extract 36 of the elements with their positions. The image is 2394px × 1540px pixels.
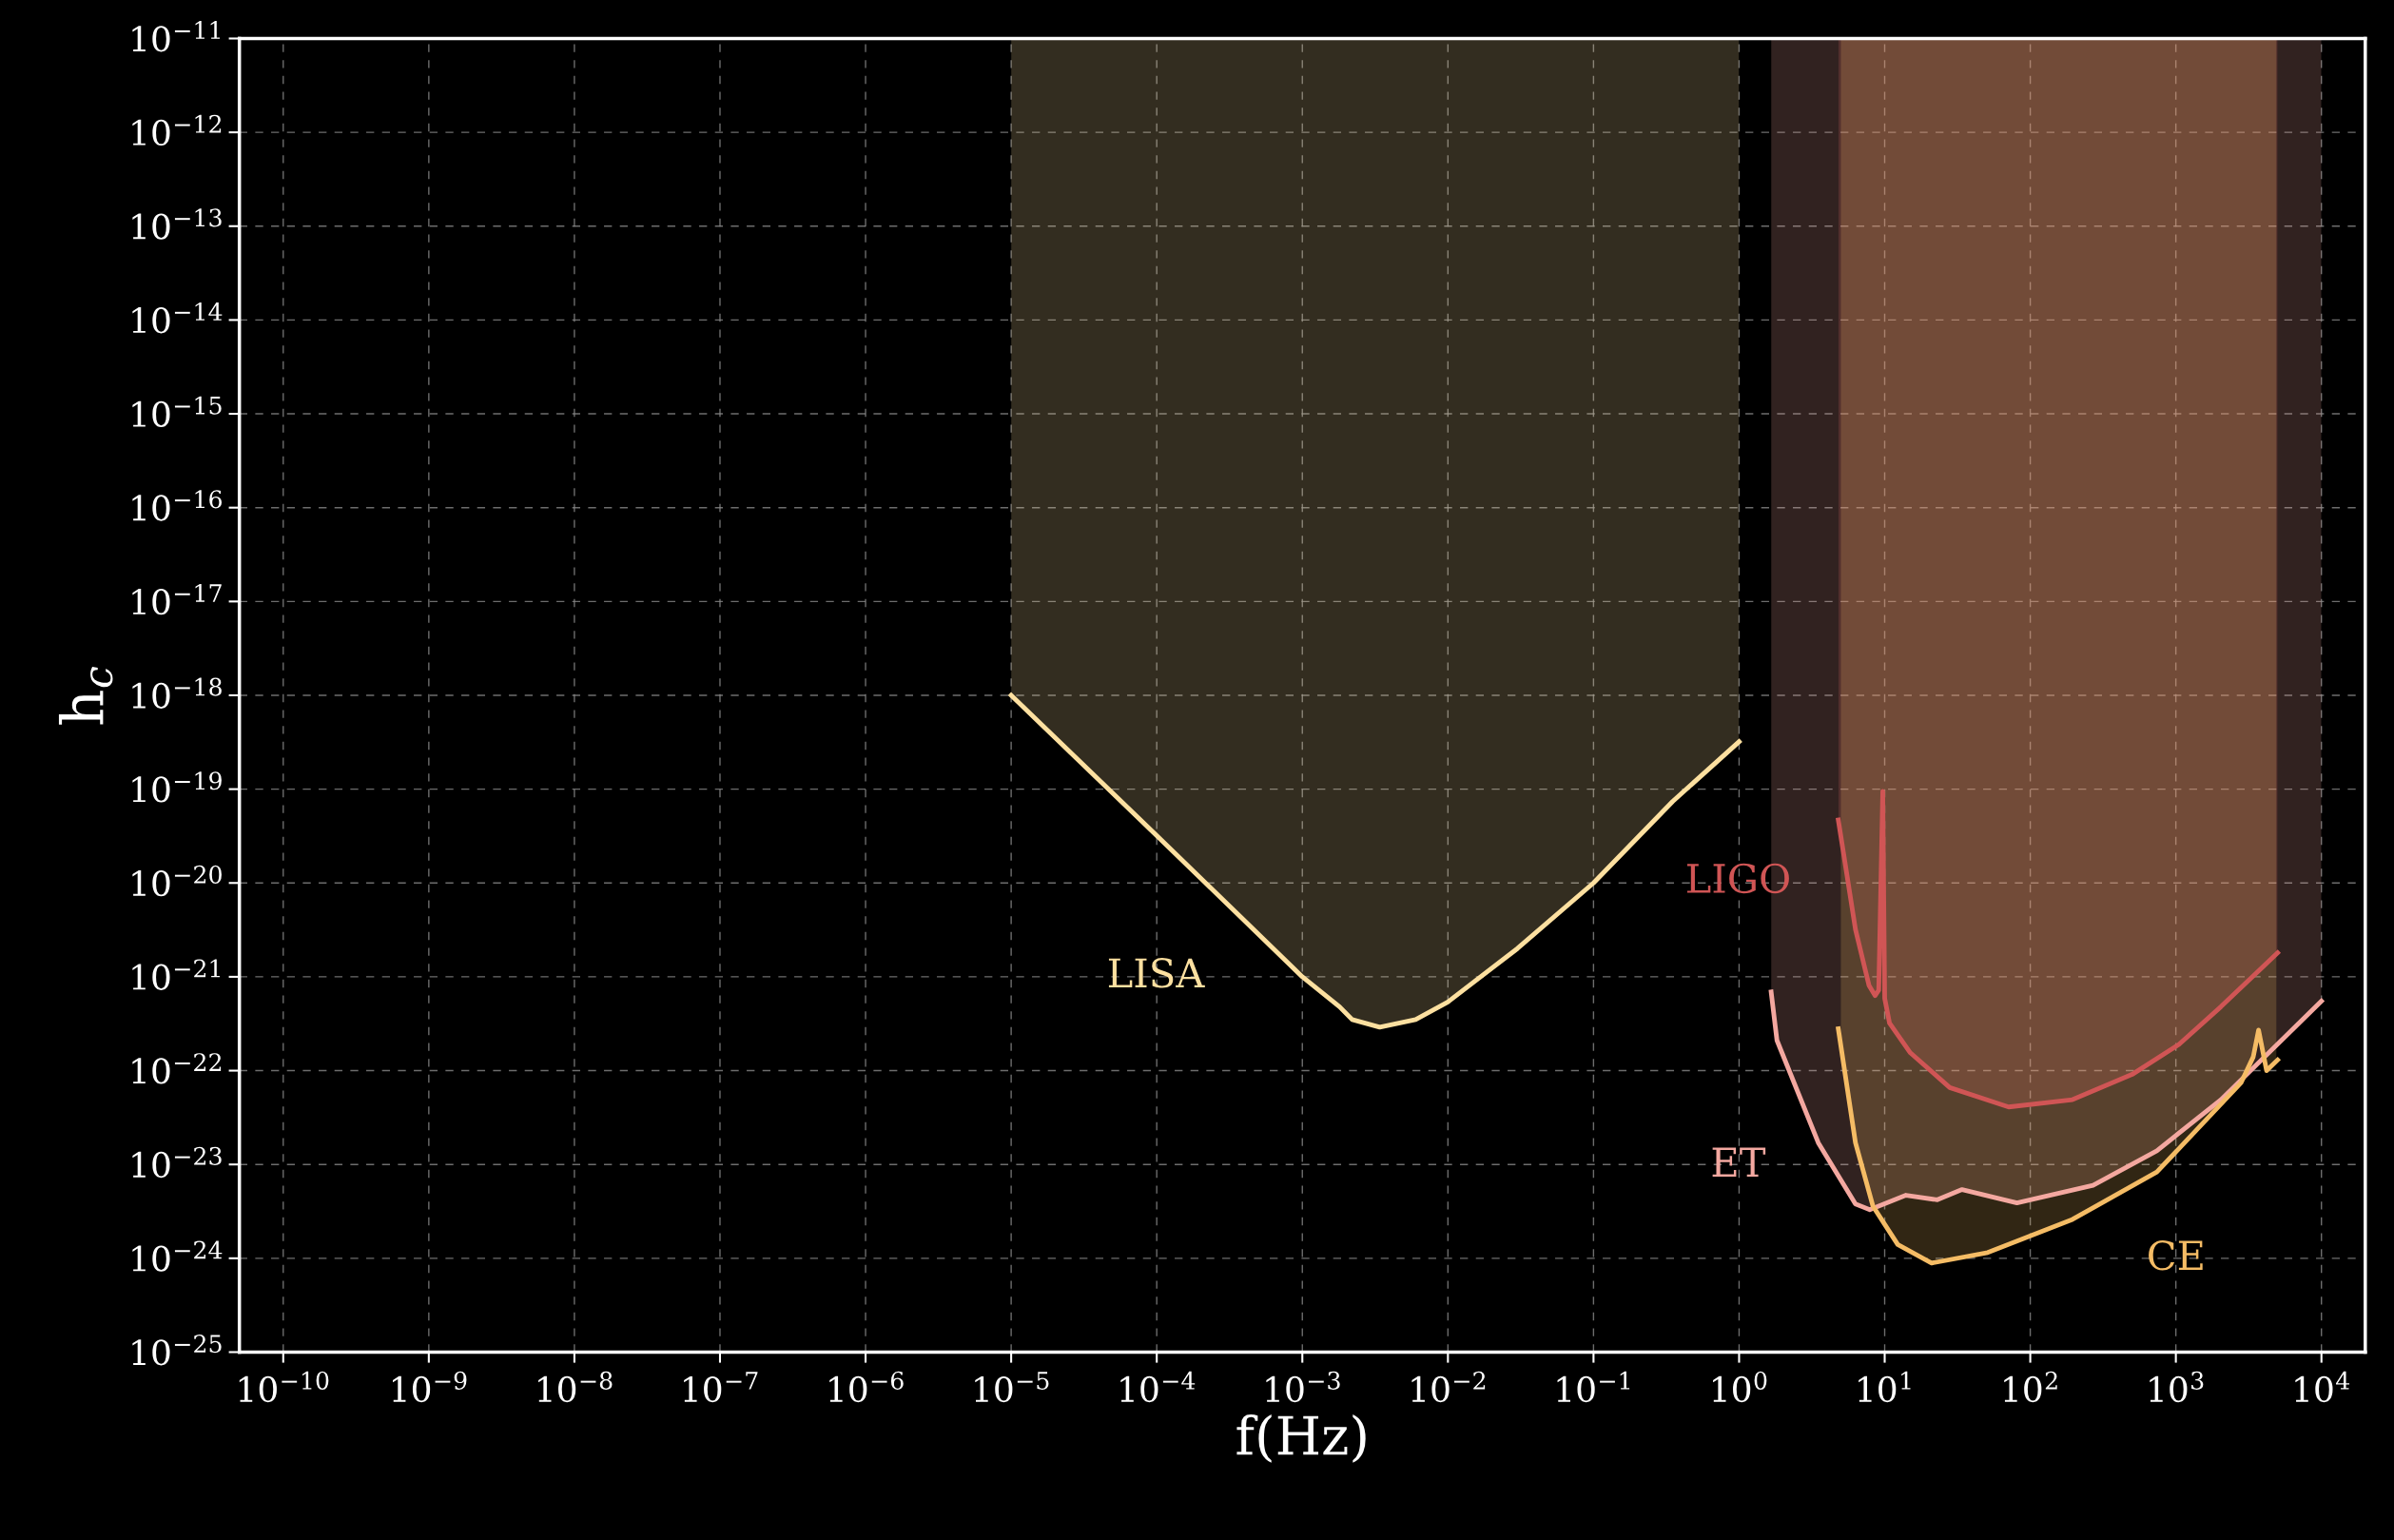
y-axis-title: h$_{c}$ — [58, 666, 113, 725]
x-tick-label: 10$^{−3}$ — [1266, 1371, 1340, 1403]
x-tick-label: 10$^{−1}$ — [1557, 1371, 1630, 1403]
x-tick-label: 10$^{−4}$ — [1120, 1371, 1196, 1403]
y-tick-label: 10$^{−24}$ — [132, 1240, 223, 1272]
y-tick-label: 10$^{−25}$ — [132, 1335, 222, 1366]
y-tick-label: 10$^{−22}$ — [132, 1053, 222, 1084]
x-tick-label: 10$^{−5}$ — [975, 1372, 1049, 1403]
y-tick-label: 10$^{−14}$ — [132, 302, 223, 334]
series-label: ET — [1712, 1147, 1766, 1177]
y-tick-label: 10$^{−18}$ — [132, 677, 222, 709]
x-tick-label: 10$^{1}$ — [1859, 1371, 1911, 1403]
y-tick-label: 10$^{−12}$ — [132, 114, 222, 146]
series-label: LISA — [1108, 958, 1205, 988]
x-tick-label: 10$^{−10}$ — [239, 1371, 329, 1403]
x-tick-label: 10$^{−9}$ — [393, 1371, 467, 1403]
y-tick-label: 10$^{−20}$ — [132, 865, 222, 897]
x-tick-label: 10$^{4}$ — [2295, 1371, 2350, 1403]
x-tick-label: 10$^{−8}$ — [538, 1371, 613, 1403]
y-tick-label: 10$^{−13}$ — [132, 208, 222, 240]
x-tick-label: 10$^{−7}$ — [684, 1372, 758, 1403]
y-tick-label: 10$^{−21}$ — [132, 959, 221, 990]
series-label: CE — [2149, 1240, 2203, 1271]
y-tick-label: 10$^{−15}$ — [132, 396, 222, 428]
x-axis-title: f(Hz) — [1236, 1413, 1366, 1463]
y-tick-label: 10$^{−16}$ — [132, 490, 223, 521]
y-tick-label: 10$^{−17}$ — [132, 583, 222, 615]
x-tick-label: 10$^{−6}$ — [829, 1371, 904, 1403]
x-tick-label: 10$^{−2}$ — [1411, 1371, 1486, 1403]
series-label: LIGO — [1686, 863, 1789, 894]
y-tick-label: 10$^{−19}$ — [132, 771, 222, 803]
x-tick-label: 10$^{3}$ — [2150, 1371, 2204, 1403]
y-tick-label: 10$^{−23}$ — [132, 1146, 222, 1179]
x-tick-label: 10$^{0}$ — [1713, 1371, 1767, 1403]
y-tick-label: 10$^{−11}$ — [132, 21, 221, 52]
x-tick-label: 10$^{2}$ — [2004, 1371, 2057, 1403]
